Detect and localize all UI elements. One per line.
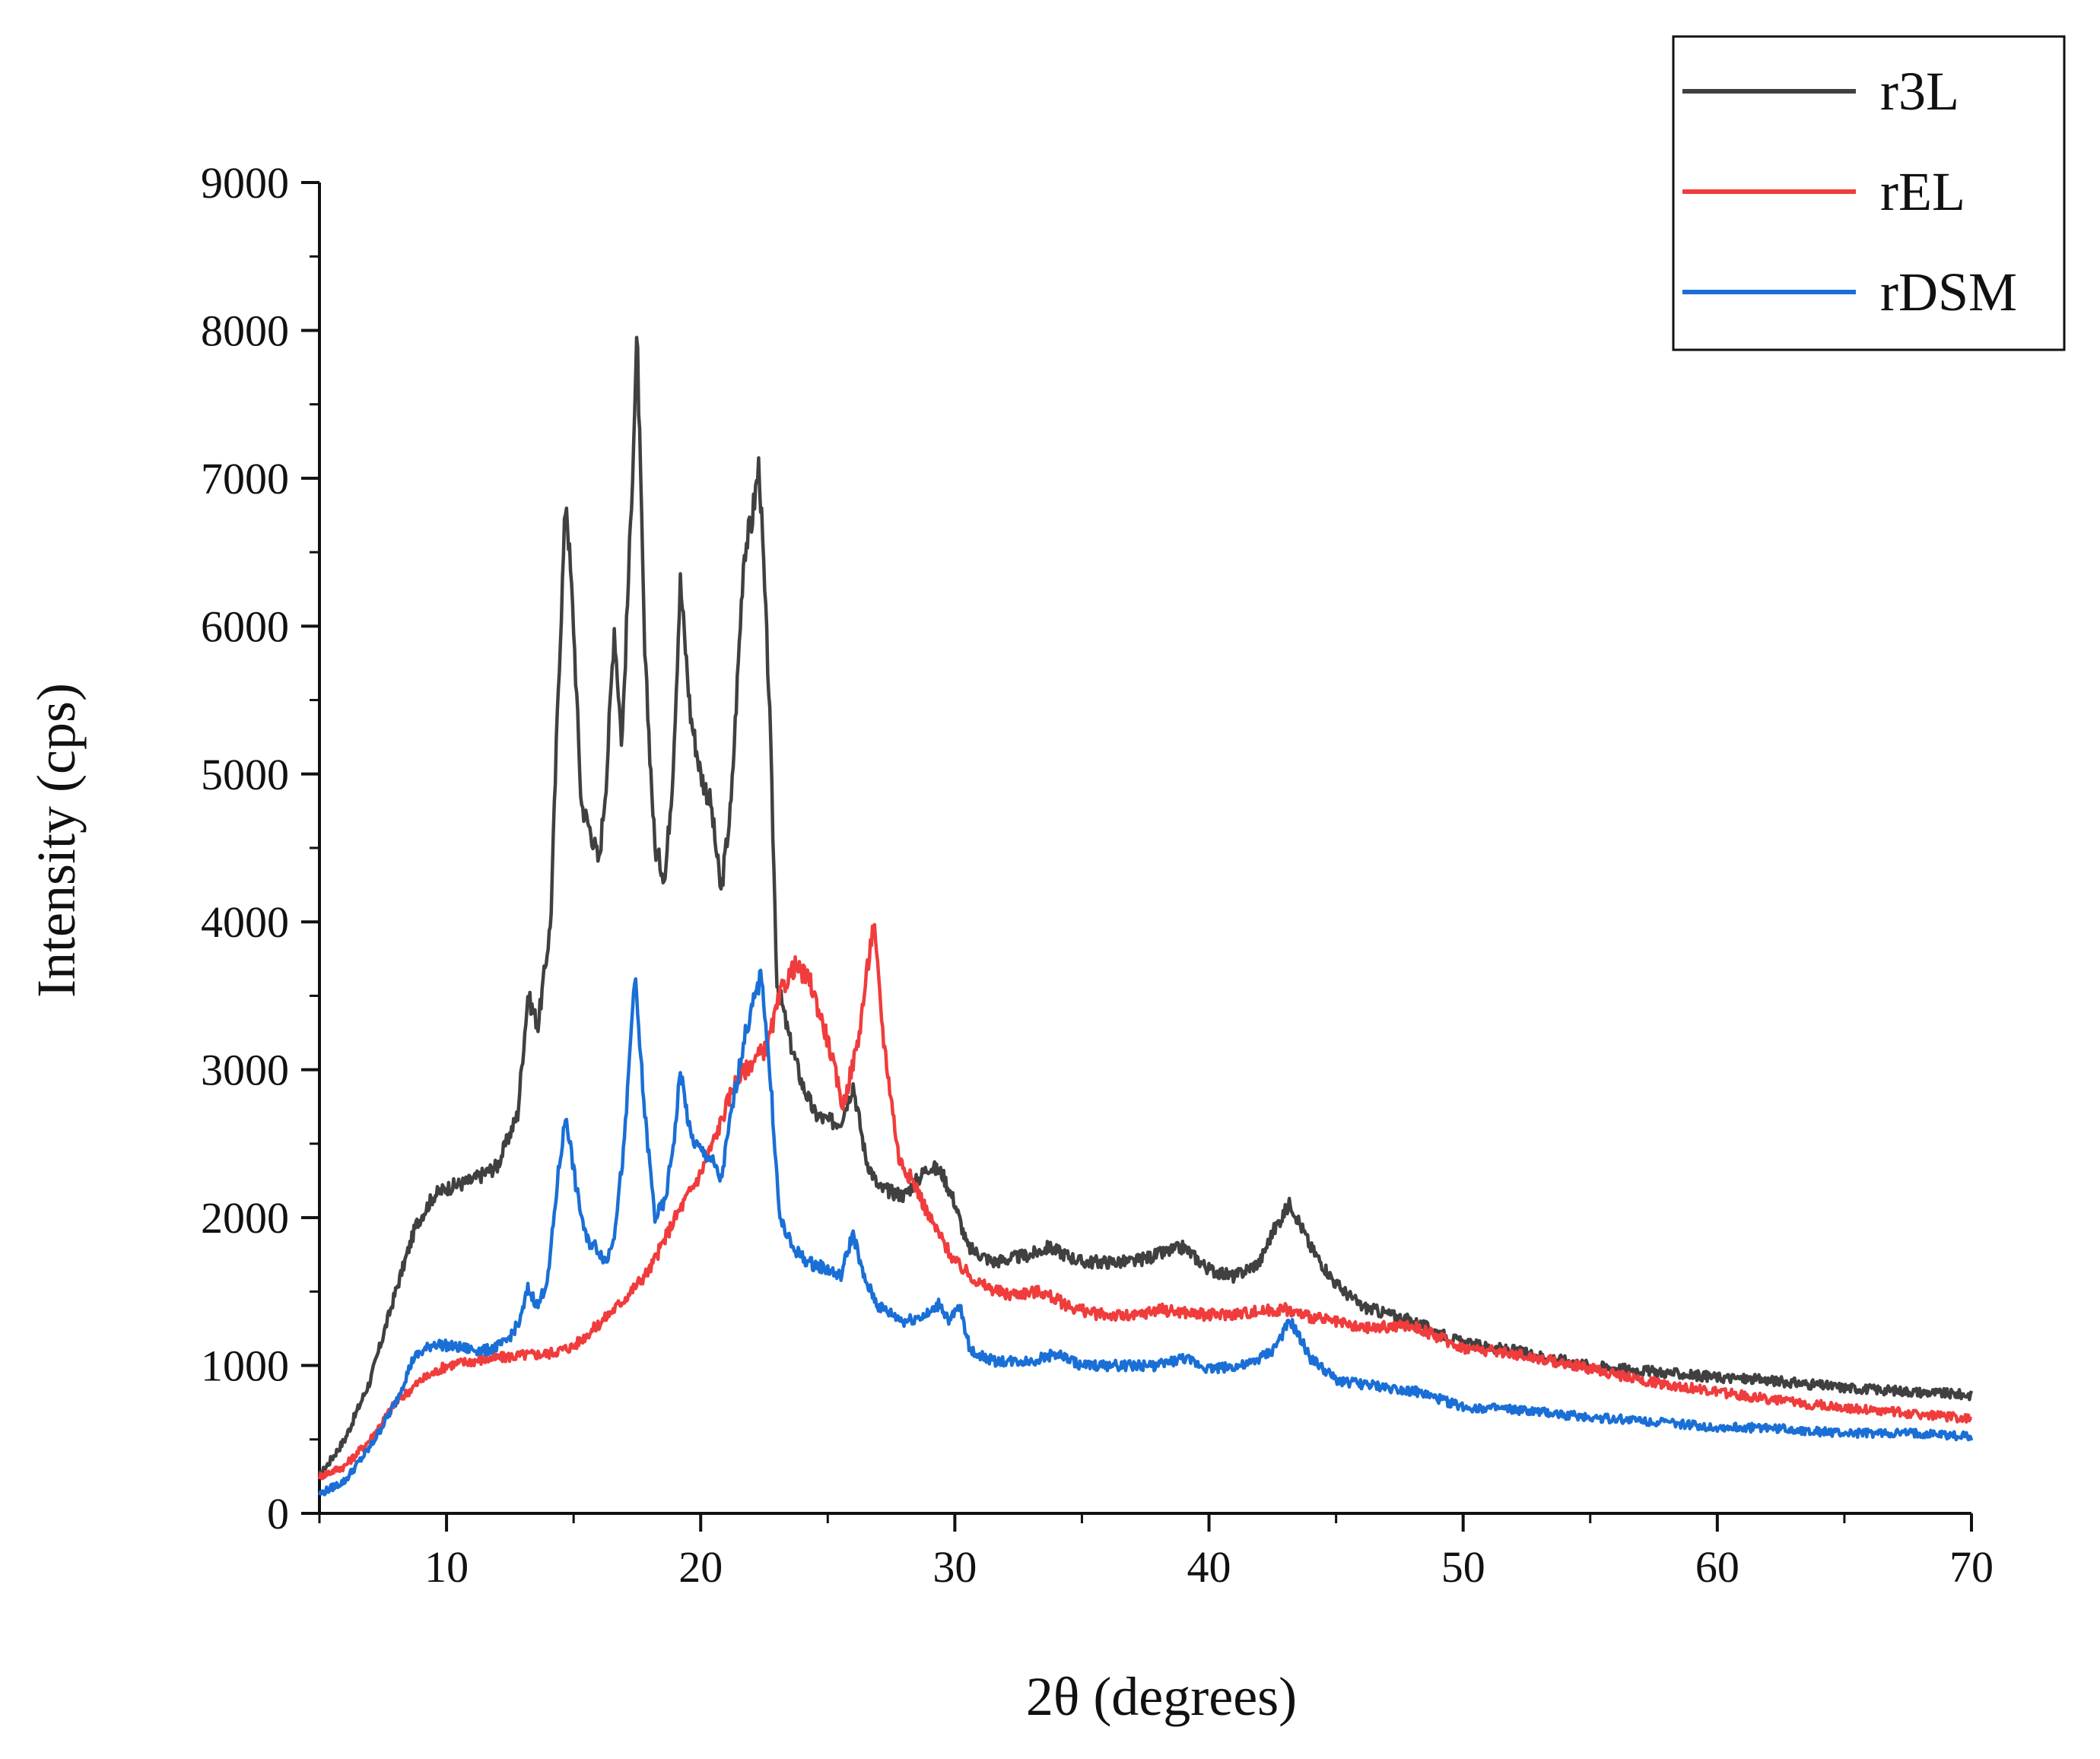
x-tick-label: 70 xyxy=(1949,1542,1994,1592)
series-line-rEL xyxy=(317,922,1973,1481)
legend: r3L rEL rDSM xyxy=(1672,35,2066,351)
legend-label-r3L: r3L xyxy=(1880,61,1959,122)
y-tick-label: 1000 xyxy=(201,1341,289,1391)
series-lines xyxy=(317,335,1974,1497)
y-tick-label: 6000 xyxy=(201,602,289,651)
y-tick-label: 8000 xyxy=(201,306,289,355)
legend-label-rDSM: rDSM xyxy=(1880,262,2017,322)
x-axis-title: 2θ (degrees) xyxy=(1026,1666,1297,1727)
series-line-rDSM xyxy=(317,968,1974,1497)
x-tick-label: 40 xyxy=(1187,1542,1231,1592)
y-tick-label: 3000 xyxy=(201,1046,289,1095)
y-tick-label: 7000 xyxy=(201,454,289,503)
x-tick-label: 30 xyxy=(932,1542,977,1592)
y-axis-title: Intensity (cps) xyxy=(26,683,87,998)
x-tick-label: 60 xyxy=(1695,1542,1739,1592)
y-tick-label: 9000 xyxy=(201,158,289,208)
y-tick-label: 4000 xyxy=(201,897,289,947)
legend-label-rEL: rEL xyxy=(1880,161,1965,222)
x-tick-label: 50 xyxy=(1441,1542,1485,1592)
y-tick-label: 0 xyxy=(267,1489,289,1538)
y-tick-label: 5000 xyxy=(201,750,289,799)
series-line-r3L xyxy=(318,335,1974,1479)
axes: 0 1000 2000 3000 4000 5000 6000 7000 8000 9000 10 2… xyxy=(201,158,1994,1592)
x-tick-label: 10 xyxy=(424,1542,469,1592)
x-tick-label: 20 xyxy=(678,1542,723,1592)
y-tick-label: 2000 xyxy=(201,1193,289,1243)
